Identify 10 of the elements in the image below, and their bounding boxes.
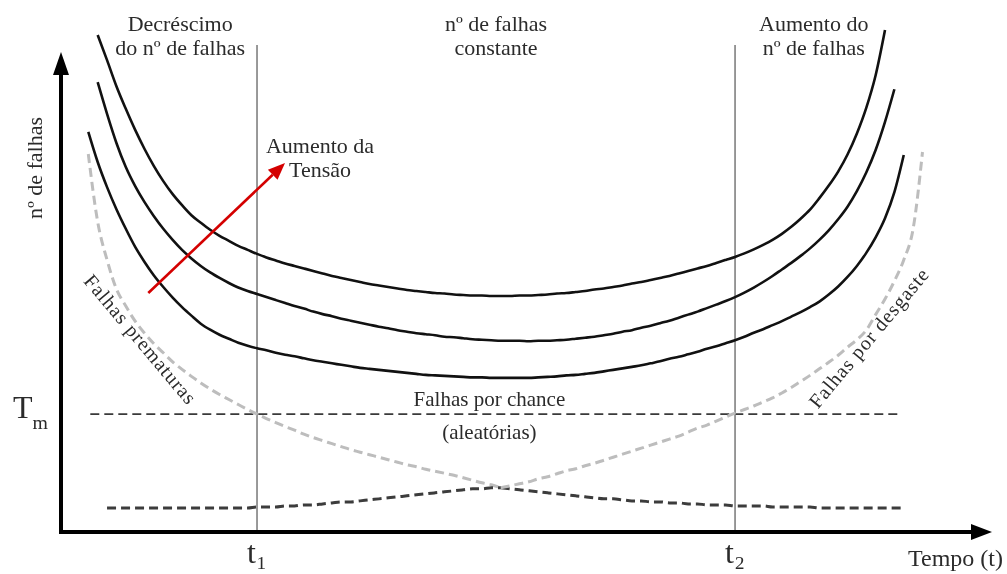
annotation: Decréscimo do nº de falhas (115, 11, 245, 60)
y-axis-title: nº de falhas (22, 116, 47, 220)
x-tick-label: t₂ (725, 534, 746, 570)
annotation: Falhas por chance (aleatórias) (413, 387, 566, 445)
annotation: Aumento da Tensão (265, 133, 375, 182)
x-axis-title: Tempo (t) (908, 545, 1003, 571)
annotation: nº de falhas constante (444, 11, 548, 60)
ref-line-label: T$_{m}$ (13, 389, 49, 434)
x-tick-label: t₁ (246, 534, 268, 570)
annotation: Aumento do nº de falhas (759, 11, 869, 60)
